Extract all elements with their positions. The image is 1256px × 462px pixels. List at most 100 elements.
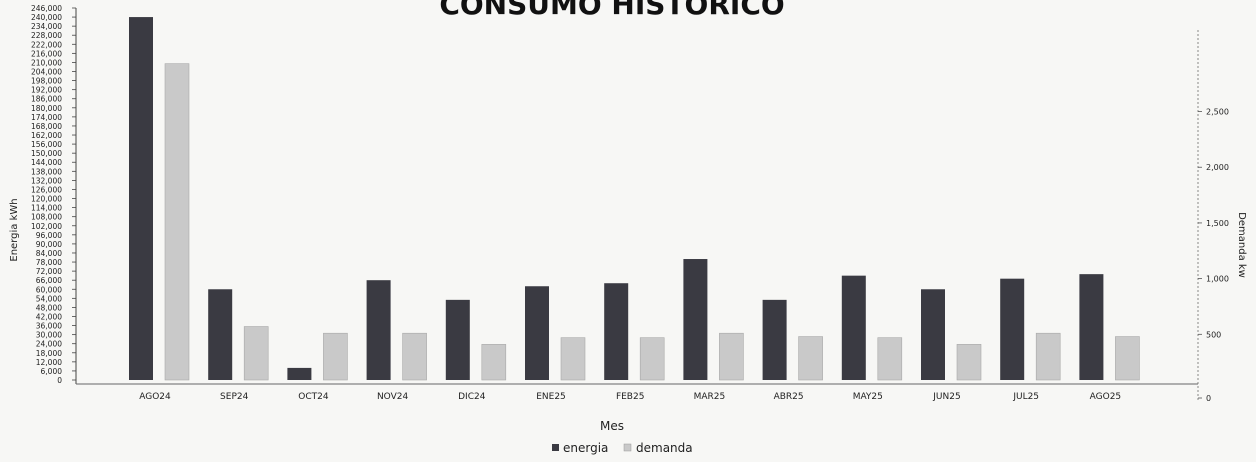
bar-energia xyxy=(1079,274,1104,380)
left-tick-label: 192,000 xyxy=(31,86,62,95)
x-tick-label: JUN25 xyxy=(932,392,960,402)
left-tick-label: 168,000 xyxy=(31,122,62,131)
x-tick-label: NOV24 xyxy=(377,392,409,402)
left-tick-label: 186,000 xyxy=(31,95,62,104)
bar-demanda xyxy=(798,336,823,381)
bar-energia xyxy=(604,283,629,380)
left-tick-label: 156,000 xyxy=(31,140,62,149)
x-tick-label: AGO25 xyxy=(1090,392,1122,402)
bar-demanda xyxy=(164,63,190,381)
left-tick-label: 36,000 xyxy=(36,322,62,331)
bars-group xyxy=(129,17,1140,381)
left-tick-label: 78,000 xyxy=(36,258,62,267)
bar-demanda xyxy=(481,344,507,381)
bar-energia xyxy=(525,286,549,380)
left-tick-label: 102,000 xyxy=(31,222,62,231)
x-axis-label: Mes xyxy=(600,419,624,433)
x-axis-ticks: AGO24 SEP24 OCT24 NOV24 DIC24 ENE25 FEB25 MAR25… xyxy=(139,392,1121,402)
legend-swatch-energia xyxy=(552,444,559,451)
bar-demanda xyxy=(719,332,744,381)
right-tick-label: 500 xyxy=(1206,330,1221,339)
left-tick-label: 138,000 xyxy=(31,167,62,176)
bar-demanda xyxy=(1035,332,1061,381)
left-tick-label: 246,000 xyxy=(31,4,62,13)
left-tick-label: 60,000 xyxy=(36,285,62,294)
x-tick-label: MAR25 xyxy=(694,392,726,402)
left-tick-label: 72,000 xyxy=(36,267,62,276)
bar-energia xyxy=(762,299,787,380)
bar-demanda xyxy=(243,326,269,381)
left-tick-label: 48,000 xyxy=(36,303,62,312)
right-tick-label: 1,500 xyxy=(1206,219,1229,228)
left-tick-label: 126,000 xyxy=(31,185,62,194)
bar-energia xyxy=(366,280,391,380)
x-tick-label: OCT24 xyxy=(298,392,329,402)
bar-demanda xyxy=(402,332,427,381)
left-axis-ticks: 246,000240,000234,000228,000222,000216,0… xyxy=(31,4,76,385)
right-tick-label: 1,000 xyxy=(1206,275,1229,284)
left-tick-label: 174,000 xyxy=(31,113,62,122)
x-tick-label: SEP24 xyxy=(220,392,249,402)
left-tick-label: 228,000 xyxy=(31,31,62,40)
legend-label-energia: energia xyxy=(563,441,608,455)
bar-demanda xyxy=(1115,336,1140,381)
bar-energia xyxy=(921,289,945,380)
left-tick-label: 180,000 xyxy=(31,104,62,113)
left-tick-label: 204,000 xyxy=(31,68,62,77)
left-tick-label: 66,000 xyxy=(36,276,62,285)
bar-demanda xyxy=(560,337,586,381)
left-tick-label: 162,000 xyxy=(31,131,62,140)
bar-energia xyxy=(1000,278,1025,380)
left-tick-label: 6,000 xyxy=(41,367,63,376)
left-tick-label: 90,000 xyxy=(36,240,62,249)
left-tick-label: 18,000 xyxy=(36,349,62,358)
left-tick-label: 30,000 xyxy=(36,331,62,340)
x-tick-label: DIC24 xyxy=(458,392,486,402)
left-tick-label: 216,000 xyxy=(31,49,62,58)
left-tick-label: 150,000 xyxy=(31,149,62,158)
left-tick-label: 144,000 xyxy=(31,158,62,167)
bar-energia xyxy=(841,275,866,380)
x-tick-label: FEB25 xyxy=(616,392,645,402)
left-tick-label: 132,000 xyxy=(31,176,62,185)
left-tick-label: 234,000 xyxy=(31,22,62,31)
left-tick-label: 120,000 xyxy=(31,195,62,204)
left-tick-label: 108,000 xyxy=(31,213,62,222)
right-tick-label: 2,000 xyxy=(1206,163,1229,172)
x-tick-label: AGO24 xyxy=(139,392,171,402)
bar-energia xyxy=(683,259,708,380)
left-tick-label: 42,000 xyxy=(36,312,62,321)
legend: energia demanda xyxy=(552,441,693,455)
left-tick-label: 24,000 xyxy=(36,340,62,349)
left-tick-label: 198,000 xyxy=(31,77,62,86)
bar-demanda xyxy=(323,332,348,381)
x-tick-label: ABR25 xyxy=(774,392,804,402)
left-tick-label: 0 xyxy=(57,376,62,385)
bar-energia xyxy=(445,299,470,380)
left-tick-label: 240,000 xyxy=(31,13,62,22)
x-tick-label: MAY25 xyxy=(853,392,883,402)
bar-demanda xyxy=(877,337,903,381)
left-tick-label: 210,000 xyxy=(31,58,62,67)
bar-demanda xyxy=(639,337,665,381)
right-tick-label: 0 xyxy=(1206,394,1211,403)
left-axis-label: Energia kWh xyxy=(9,198,20,261)
bar-energia xyxy=(129,17,153,380)
chart-title: CONSUMO HISTORICO xyxy=(439,0,784,21)
left-tick-label: 84,000 xyxy=(36,249,62,258)
left-tick-label: 54,000 xyxy=(36,294,62,303)
bar-energia xyxy=(208,289,233,380)
legend-swatch-demanda xyxy=(623,443,632,452)
right-tick-label: 2,500 xyxy=(1206,108,1229,117)
left-tick-label: 96,000 xyxy=(36,231,62,240)
left-tick-label: 114,000 xyxy=(31,204,62,213)
right-axis-ticks: 2,500 2,000 1,500 1,000 500 0 xyxy=(1198,108,1229,403)
x-tick-label: ENE25 xyxy=(536,392,566,402)
left-tick-label: 12,000 xyxy=(36,358,62,367)
x-tick-label: JUL25 xyxy=(1012,392,1039,402)
bar-demanda xyxy=(956,344,982,381)
right-axis-label: Demanda kw xyxy=(1236,212,1247,278)
legend-label-demanda: demanda xyxy=(636,441,693,455)
bar-energia xyxy=(287,367,312,380)
